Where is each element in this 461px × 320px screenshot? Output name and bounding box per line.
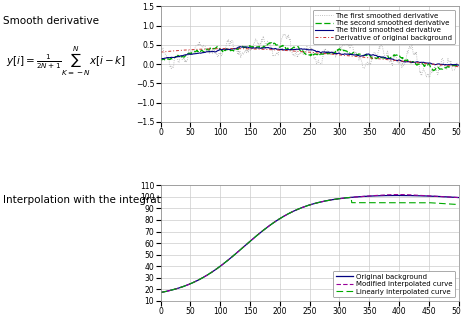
Line: Modified interpolated curve: Modified interpolated curve (160, 195, 459, 292)
Line: Derivative of original background: Derivative of original background (160, 49, 459, 67)
The first smoothed derivative (282, 32, 288, 36)
The second smoothed derivative (302, 52, 307, 55)
Line: Linearly interpolated curve: Linearly interpolated curve (160, 197, 459, 292)
Modified interpolated curve (301, 205, 307, 209)
The second smoothed derivative (456, 64, 461, 68)
Modified interpolated curve (299, 206, 305, 210)
Text: $y[i] = \frac{1}{2N+1}\sum_{K=-N}^{N} x[i-k]$: $y[i] = \frac{1}{2N+1}\sum_{K=-N}^{N} x[… (6, 45, 126, 78)
Linearly interpolated curve (299, 206, 305, 210)
Linearly interpolated curve (301, 205, 307, 209)
The second smoothed derivative (319, 52, 325, 56)
Derivative of original background (302, 50, 307, 54)
Modified interpolated curve (158, 291, 163, 294)
Linearly interpolated curve (335, 197, 341, 201)
Original background (449, 195, 455, 199)
Text: Smooth derivative: Smooth derivative (3, 16, 99, 26)
The third smoothed derivative (300, 47, 306, 51)
The third smoothed derivative (319, 50, 325, 54)
Legend: Original background, Modified interpolated curve, Linearly interpolated curve: Original background, Modified interpolat… (333, 271, 455, 297)
Modified interpolated curve (456, 196, 461, 199)
Original background (403, 194, 408, 197)
Modified interpolated curve (319, 200, 325, 204)
Linearly interpolated curve (319, 200, 325, 204)
The third smoothed derivative (449, 63, 455, 67)
The second smoothed derivative (450, 63, 455, 67)
The second smoothed derivative (300, 49, 306, 53)
Linearly interpolated curve (349, 196, 354, 199)
The first smoothed derivative (300, 52, 306, 56)
The third smoothed derivative (237, 45, 243, 49)
Original background (335, 197, 341, 201)
Modified interpolated curve (449, 195, 455, 199)
The first smoothed derivative (336, 47, 341, 51)
Line: Original background: Original background (160, 196, 459, 292)
Linearly interpolated curve (456, 203, 461, 206)
Derivative of original background (319, 52, 325, 55)
The first smoothed derivative (302, 49, 307, 53)
Original background (456, 196, 461, 199)
Original background (301, 205, 307, 209)
Derivative of original background (300, 50, 306, 54)
Derivative of original background (456, 65, 461, 69)
The second smoothed derivative (431, 68, 437, 72)
The first smoothed derivative (450, 68, 455, 72)
Modified interpolated curve (403, 193, 408, 196)
The second smoothed derivative (336, 47, 341, 51)
Line: The first smoothed derivative: The first smoothed derivative (160, 34, 459, 77)
Text: Interpolation with the integration: Interpolation with the integration (3, 195, 177, 204)
Original background (299, 206, 305, 210)
Line: The second smoothed derivative: The second smoothed derivative (160, 43, 459, 70)
Linearly interpolated curve (449, 202, 455, 206)
Derivative of original background (403, 60, 408, 63)
The third smoothed derivative (403, 60, 408, 64)
The first smoothed derivative (319, 56, 325, 60)
Derivative of original background (158, 50, 163, 54)
Linearly interpolated curve (158, 291, 163, 294)
Original background (395, 194, 400, 197)
The first smoothed derivative (403, 57, 408, 61)
The first smoothed derivative (426, 76, 432, 79)
Original background (319, 200, 325, 204)
The third smoothed derivative (302, 47, 307, 51)
Legend: The first smoothed derivative, The second smoothed derivative, The third smoothe: The first smoothed derivative, The secon… (313, 10, 455, 44)
Modified interpolated curve (396, 193, 401, 196)
The second smoothed derivative (158, 59, 163, 63)
Original background (158, 291, 163, 294)
Linearly interpolated curve (403, 201, 408, 204)
The second smoothed derivative (267, 41, 272, 45)
The third smoothed derivative (336, 51, 341, 55)
Derivative of original background (336, 53, 341, 57)
Derivative of original background (227, 47, 233, 51)
The third smoothed derivative (456, 63, 461, 67)
The second smoothed derivative (403, 59, 408, 62)
Modified interpolated curve (335, 197, 341, 201)
The first smoothed derivative (456, 65, 461, 68)
Line: The third smoothed derivative: The third smoothed derivative (160, 47, 459, 65)
The first smoothed derivative (158, 49, 163, 52)
The third smoothed derivative (158, 57, 163, 61)
Derivative of original background (449, 64, 455, 68)
